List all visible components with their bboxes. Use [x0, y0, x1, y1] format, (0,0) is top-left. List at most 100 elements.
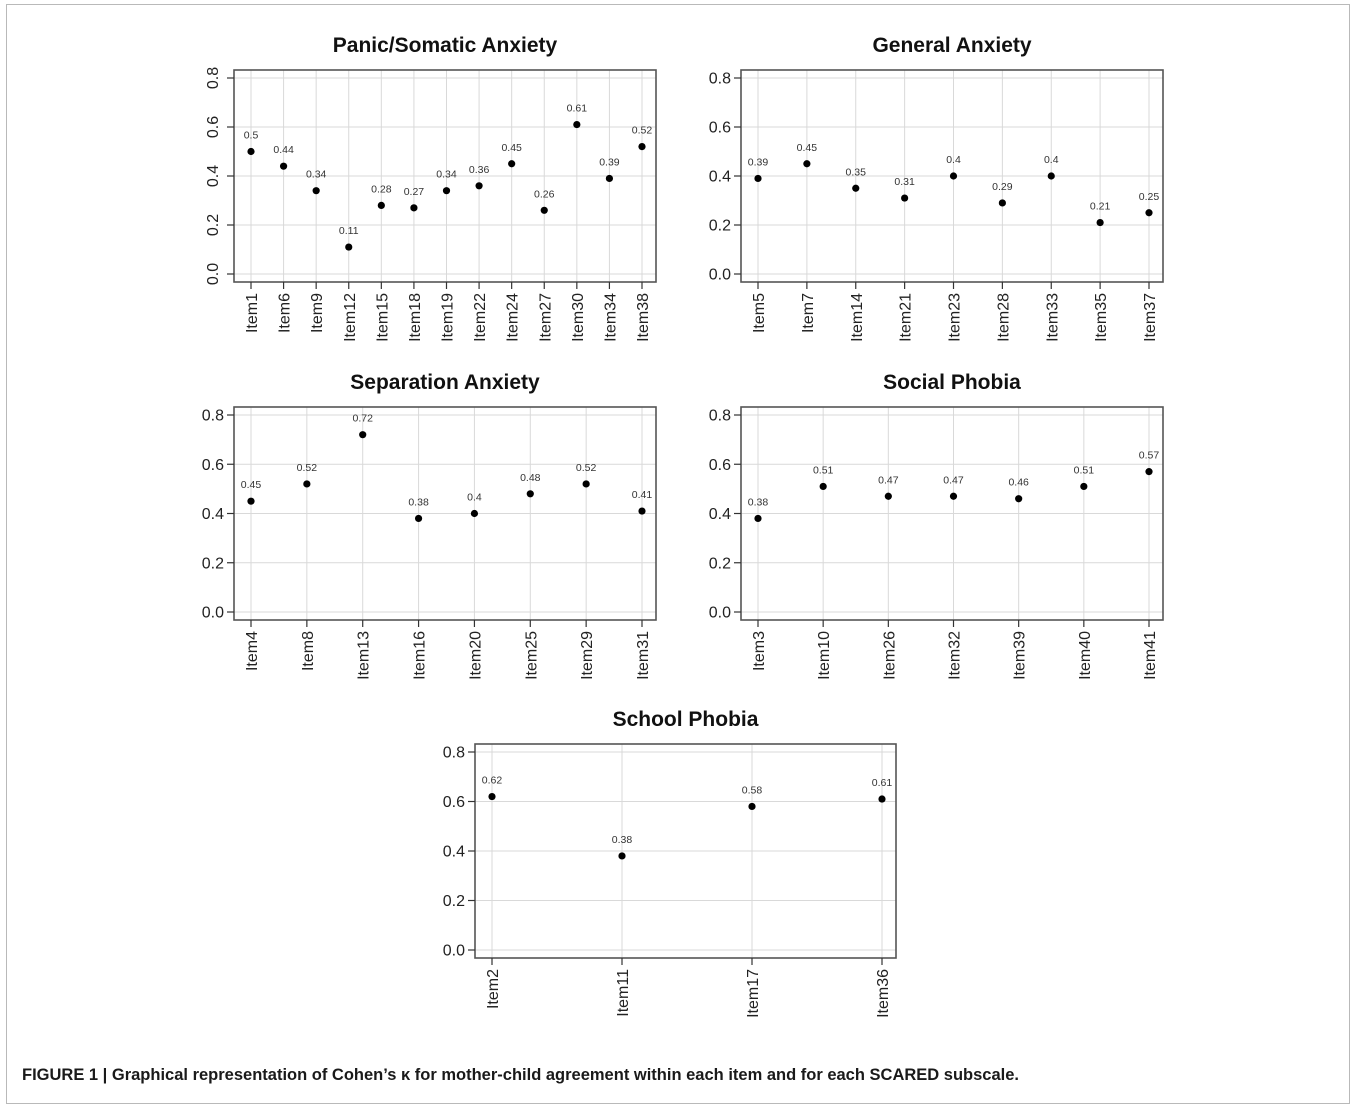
y-tick-label: 0.6	[709, 457, 731, 474]
x-tick-label: Item10	[816, 631, 833, 680]
y-tick-label: 0.4	[709, 506, 731, 523]
data-label: 0.28	[371, 183, 392, 195]
x-tick-label: Item2	[485, 969, 502, 1009]
data-point	[1047, 172, 1055, 180]
data-point	[279, 162, 288, 170]
data-label: 0.38	[612, 834, 633, 846]
data-label: 0.21	[1090, 201, 1111, 213]
data-label: 0.51	[1074, 464, 1095, 476]
data-point	[605, 174, 614, 183]
data-point	[1145, 209, 1153, 217]
y-tick-label: 0.8	[709, 71, 731, 88]
data-point	[638, 143, 646, 151]
data-point	[878, 795, 886, 803]
figure-canvas: Panic/Somatic Anxiety 0.0 0.2 0.4 0.6 0.8 Item…	[202, 34, 1164, 1018]
chart-title: Separation Anxiety	[350, 371, 540, 394]
data-label: 0.61	[872, 777, 893, 789]
data-label: 0.4	[946, 154, 961, 166]
data-point	[377, 201, 385, 209]
data-label: 0.36	[469, 164, 490, 176]
chart-panel-panic-somatic: Panic/Somatic Anxiety 0.0 0.2 0.4 0.6 0.8 Item…	[205, 34, 657, 342]
x-tick-label: Item29	[579, 631, 596, 680]
y-tick-label: 0.8	[205, 67, 222, 89]
x-tick-label: Item4	[244, 631, 261, 671]
x-tick-label: Item18	[407, 293, 424, 342]
x-tick-label: Item11	[615, 969, 632, 1017]
data-label: 0.47	[878, 474, 899, 486]
data-label: 0.44	[273, 144, 294, 156]
data-point	[949, 492, 958, 500]
data-label: 0.34	[306, 169, 327, 181]
data-label: 0.46	[1008, 477, 1029, 489]
data-label: 0.48	[520, 472, 541, 484]
y-tick-label: 0.0	[202, 605, 224, 622]
y-tick-label: 0.2	[709, 555, 731, 572]
y-tick-label: 0.6	[709, 120, 731, 137]
y-tick-label: 0.6	[202, 457, 224, 474]
data-label: 0.11	[339, 225, 359, 237]
chart-title: General Anxiety	[872, 34, 1031, 57]
y-tick-label: 0.4	[202, 506, 224, 523]
data-label: 0.4	[467, 492, 482, 504]
data-point	[803, 160, 811, 168]
data-label: 0.34	[436, 169, 457, 181]
data-point	[470, 509, 479, 518]
x-tick-label: Item24	[505, 293, 522, 342]
data-label: 0.52	[297, 462, 318, 474]
x-tick-label: Item40	[1077, 631, 1094, 680]
x-tick-label: Item23	[947, 293, 964, 342]
chart-panel-social-phobia: Social Phobia 0.0 0.2 0.4 0.6 0.8 Item3 Item10 I…	[709, 371, 1164, 680]
x-tick-label: Item15	[374, 293, 391, 342]
data-point	[540, 206, 548, 214]
data-point	[488, 792, 496, 801]
data-point	[884, 492, 892, 500]
x-tick-label: Item34	[602, 293, 619, 342]
x-tick-label: Item8	[300, 631, 317, 671]
y-tick-label: 0.8	[202, 408, 224, 425]
data-point	[852, 184, 860, 192]
data-label: 0.29	[992, 181, 1013, 193]
data-point	[345, 243, 353, 251]
y-tick-label: 0.4	[443, 844, 465, 861]
data-point	[901, 194, 909, 202]
y-tick-label: 0.2	[443, 893, 465, 910]
x-tick-label: Item13	[356, 631, 373, 680]
data-label: 0.45	[241, 479, 262, 491]
data-label: 0.4	[1044, 154, 1059, 166]
data-label: 0.38	[748, 496, 769, 508]
data-point	[247, 497, 255, 505]
chart-title: Social Phobia	[883, 371, 1021, 394]
x-tick-label: Item31	[635, 631, 652, 680]
data-point	[442, 187, 451, 195]
data-label: 0.58	[742, 784, 763, 796]
data-label: 0.41	[632, 489, 653, 501]
x-tick-label: Item37	[1142, 293, 1159, 342]
data-point	[508, 160, 516, 168]
data-point	[1096, 218, 1104, 227]
data-label: 0.39	[599, 156, 620, 168]
y-tick-label: 0.8	[443, 745, 465, 762]
y-tick-label: 0.2	[205, 214, 222, 236]
x-tick-label: Item28	[995, 293, 1012, 342]
y-tick-label: 0.6	[205, 116, 222, 138]
figure-caption: FIGURE 1 | Graphical representation of C…	[22, 1066, 1019, 1084]
data-point	[754, 514, 762, 523]
x-tick-label: Item27	[537, 293, 554, 342]
data-point	[1080, 482, 1088, 491]
data-point	[1015, 495, 1023, 503]
x-tick-label: Item41	[1142, 631, 1159, 680]
x-tick-label: Item22	[472, 293, 489, 342]
data-point	[1145, 468, 1153, 476]
x-tick-label: Item12	[342, 293, 359, 342]
x-tick-label: Item39	[1012, 631, 1029, 680]
data-label: 0.25	[1139, 191, 1160, 203]
chart-panel-separation-anxiety: Separation Anxiety 0.0 0.2 0.4 0.6 0.8 Item4 It…	[202, 371, 657, 680]
x-tick-label: Item26	[881, 631, 898, 680]
data-label: 0.35	[846, 166, 867, 178]
data-label: 0.57	[1139, 450, 1160, 462]
data-label: 0.47	[943, 474, 964, 486]
data-label: 0.39	[748, 156, 769, 168]
data-point	[998, 199, 1006, 207]
x-tick-label: Item5	[751, 293, 768, 333]
chart-title: School Phobia	[613, 708, 759, 731]
